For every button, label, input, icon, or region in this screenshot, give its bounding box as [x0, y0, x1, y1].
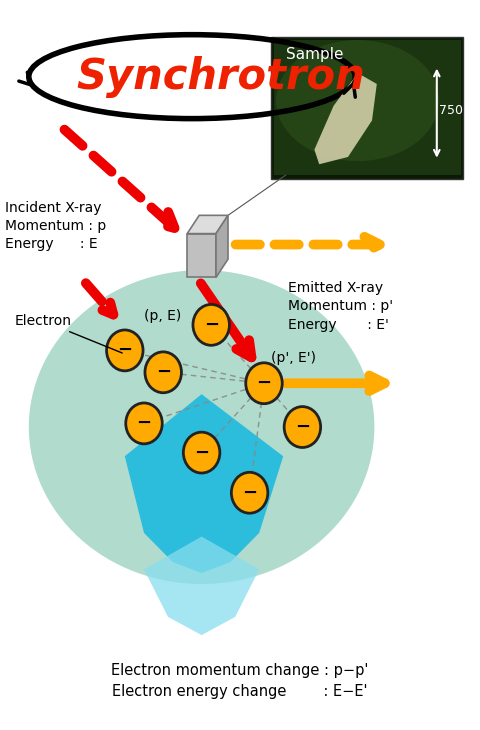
Text: Energy       : E': Energy : E': [288, 318, 389, 331]
Ellipse shape: [193, 304, 229, 345]
Text: Momentum : p: Momentum : p: [5, 219, 106, 233]
Text: −: −: [156, 364, 171, 381]
Text: 750 μm: 750 μm: [439, 104, 480, 117]
Text: −: −: [295, 418, 310, 436]
Text: Synchrotron: Synchrotron: [76, 55, 365, 98]
Ellipse shape: [284, 407, 321, 447]
Ellipse shape: [126, 403, 162, 444]
Ellipse shape: [107, 330, 143, 371]
Ellipse shape: [231, 472, 268, 513]
Polygon shape: [216, 215, 228, 277]
Polygon shape: [190, 237, 214, 274]
Polygon shape: [187, 215, 228, 234]
Text: Emitted X-ray: Emitted X-ray: [288, 281, 383, 295]
Text: Electron momentum change : p−p': Electron momentum change : p−p': [111, 663, 369, 678]
Text: Electron energy change        : E−E': Electron energy change : E−E': [112, 684, 368, 699]
Polygon shape: [314, 73, 377, 164]
Text: Incident X-ray: Incident X-ray: [5, 201, 101, 215]
Text: −: −: [242, 484, 257, 502]
Text: Momentum : p': Momentum : p': [288, 299, 393, 313]
Ellipse shape: [183, 432, 220, 473]
Bar: [274, 40, 461, 175]
Text: −: −: [256, 374, 272, 392]
Text: (p, E): (p, E): [144, 309, 181, 323]
Polygon shape: [144, 537, 259, 635]
Text: Electron: Electron: [14, 314, 122, 353]
Text: −: −: [194, 444, 209, 461]
Text: Energy      : E: Energy : E: [5, 237, 97, 251]
Text: (p', E'): (p', E'): [271, 351, 316, 365]
Ellipse shape: [276, 40, 439, 161]
Polygon shape: [125, 394, 283, 573]
Text: −: −: [117, 342, 132, 359]
Ellipse shape: [246, 363, 282, 404]
Ellipse shape: [145, 352, 181, 393]
Bar: [271, 36, 463, 179]
Ellipse shape: [29, 270, 374, 584]
Text: Sample: Sample: [286, 47, 343, 63]
Text: −: −: [136, 415, 152, 432]
Text: −: −: [204, 316, 219, 334]
Polygon shape: [187, 234, 216, 277]
